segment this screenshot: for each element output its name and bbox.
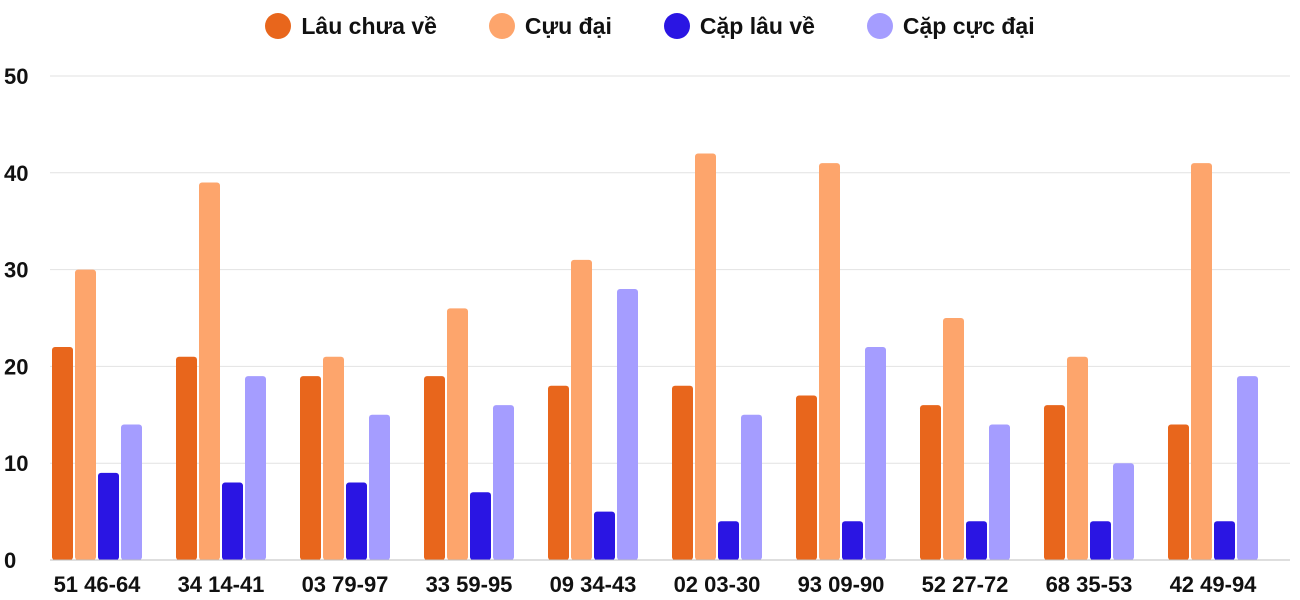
bar — [819, 163, 840, 560]
legend-marker — [488, 13, 515, 39]
bar — [222, 482, 243, 560]
bar — [323, 356, 344, 560]
x-tick-label: 93 09-90 — [798, 572, 885, 597]
legend-item-cap-cuc-dai[interactable]: Cặp cực đại — [866, 12, 1035, 40]
bar — [865, 347, 886, 560]
x-tick-label: 68 35-53 — [1046, 572, 1133, 597]
legend-item-cuu-dai[interactable]: Cựu đại — [488, 12, 612, 40]
bar — [1191, 163, 1212, 560]
y-tick-label: 0 — [4, 548, 16, 573]
x-tick-label: 02 03-30 — [674, 572, 761, 597]
bar — [52, 347, 73, 560]
bar — [842, 521, 863, 560]
bar — [121, 424, 142, 560]
bar — [470, 492, 491, 560]
legend-label: Cặp cực đại — [902, 12, 1035, 39]
bar — [1067, 356, 1088, 560]
x-tick-label: 42 49-94 — [1170, 572, 1258, 597]
y-tick-label: 50 — [4, 64, 28, 89]
legend-label: Cựu đại — [524, 12, 612, 39]
bar — [176, 356, 197, 560]
y-tick-label: 30 — [4, 258, 28, 283]
bar — [1090, 521, 1111, 560]
bar — [672, 385, 693, 560]
bar — [493, 405, 514, 560]
x-tick-label: 03 79-97 — [302, 572, 389, 597]
y-tick-label: 20 — [4, 354, 28, 379]
bar — [741, 414, 762, 560]
y-tick-label: 40 — [4, 161, 28, 186]
x-tick-label: 51 46-64 — [54, 572, 142, 597]
legend-label: Cặp lâu về — [699, 12, 815, 39]
bar — [447, 308, 468, 560]
legend-item-cap-lau-ve[interactable]: Cặp lâu về — [663, 12, 815, 40]
bar — [594, 511, 615, 560]
x-tick-label: 52 27-72 — [922, 572, 1009, 597]
legend-marker — [663, 13, 690, 39]
bar — [571, 259, 592, 560]
bar — [199, 182, 220, 561]
bar — [695, 153, 716, 560]
bar — [424, 376, 445, 560]
bar — [920, 405, 941, 560]
bar — [245, 376, 266, 560]
x-tick-label: 09 34-43 — [550, 572, 637, 597]
legend-label: Lâu chưa về — [301, 12, 437, 39]
x-tick-label: 33 59-95 — [426, 572, 513, 597]
x-tick-label: 34 14-41 — [178, 572, 265, 597]
bar — [1113, 463, 1134, 560]
legend-item-lau-chua-ve[interactable]: Lâu chưa về — [265, 13, 437, 40]
bar — [369, 414, 390, 560]
bar — [548, 385, 569, 560]
legend-marker — [265, 13, 292, 39]
bar — [943, 318, 964, 560]
bar — [796, 395, 817, 560]
chart-legend: Lâu chưa về Cựu đại Cặp lâu về Cặp cực đ… — [0, 8, 1300, 44]
bar — [966, 521, 987, 560]
bar — [1168, 424, 1189, 560]
bar — [617, 288, 638, 560]
bar — [75, 269, 96, 560]
legend-marker — [866, 13, 893, 39]
bar — [300, 376, 321, 560]
bar — [1237, 376, 1258, 560]
bar — [718, 521, 739, 560]
bar — [989, 424, 1010, 560]
bar — [98, 472, 119, 560]
y-tick-label: 10 — [4, 451, 28, 476]
bar — [1214, 521, 1235, 560]
bar — [1044, 405, 1065, 560]
bar — [346, 482, 367, 560]
